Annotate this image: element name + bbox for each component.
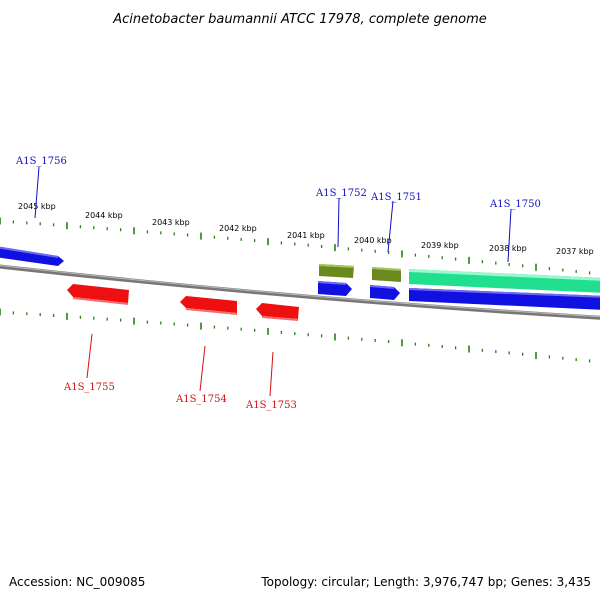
gene-label-A1S_1756[interactable]: A1S_1756 [15,156,67,167]
leader-line-A1S_1756 [34,166,40,219]
inner-tick-track [0,308,591,363]
gene-A1S_1755-feature[interactable] [67,284,129,305]
genome-backbone [0,264,600,320]
gene-label-A1S_1752[interactable]: A1S_1752 [315,188,367,199]
genome-backbone-highlight [0,265,600,318]
tick-label-2040: 2040 kbp [354,236,392,245]
tick-label-2045: 2045 kbp [18,202,56,211]
tick-label-2038: 2038 kbp [489,244,527,253]
gene-label-A1S_1754[interactable]: A1S_1754 [175,394,227,405]
map-title: Acinetobacter baumannii ATCC 17978, comp… [112,12,487,27]
leader-line-A1S_1755 [86,333,93,379]
tick-label-2043: 2043 kbp [152,218,190,227]
leader-line-A1S_1753 [269,351,274,397]
gene-label-A1S_1750[interactable]: A1S_1750 [489,199,541,210]
gene-A1S_1753-feature[interactable] [256,303,299,321]
gene-A1S_1752-other-feature[interactable] [319,264,354,278]
genome-summary-text: Topology: circular; Length: 3,976,747 bp… [260,575,591,589]
leader-line-A1S_1751 [387,200,394,253]
tick-label-2042: 2042 kbp [219,224,257,233]
gene-A1S_1751-feature[interactable] [370,285,400,300]
gene-label-A1S_1755[interactable]: A1S_1755 [63,382,115,393]
outer-tick-track [0,217,591,275]
gene-A1S_1750-feature[interactable] [409,288,600,310]
leader-line-A1S_1754 [199,345,206,392]
gene-label-A1S_1751[interactable]: A1S_1751 [370,192,422,203]
gene-A1S_1754-feature[interactable] [180,296,237,315]
tick-label-2041: 2041 kbp [287,231,325,240]
gene-A1S_1751-other-feature[interactable] [372,267,401,282]
leader-line-A1S_1750 [507,208,512,263]
gene-A1S_1750-rna-feature[interactable] [409,269,600,293]
gene-A1S_1752-feature[interactable] [318,281,352,296]
tick-label-2037: 2037 kbp [556,247,594,256]
tick-label-2044: 2044 kbp [85,211,123,220]
gene-A1S_1756-feature[interactable] [0,246,64,266]
tick-label-2039: 2039 kbp [421,241,459,250]
accession-text: Accession: NC_009085 [9,575,145,589]
leader-line-A1S_1752 [337,197,340,248]
gene-label-A1S_1753[interactable]: A1S_1753 [245,400,297,411]
